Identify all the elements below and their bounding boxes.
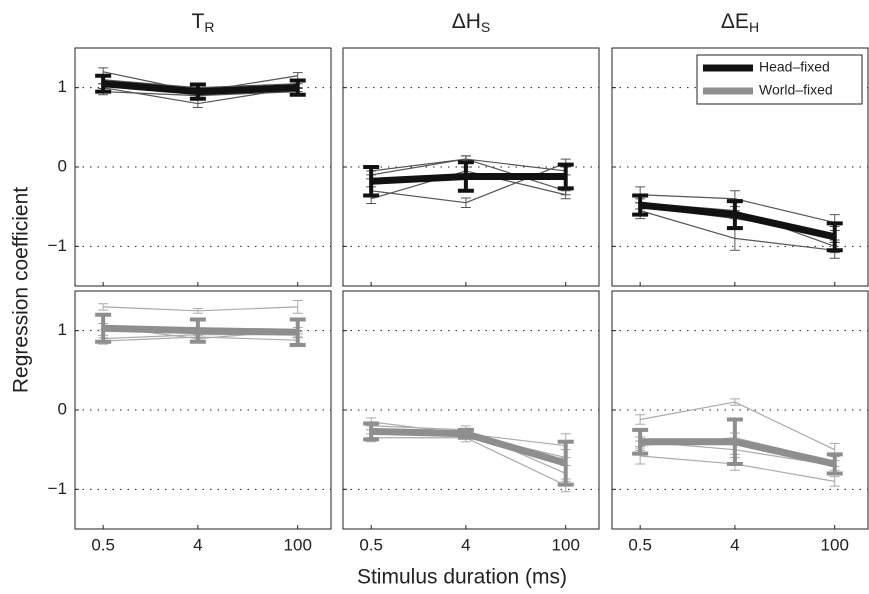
subject-line — [640, 194, 835, 224]
x-tick-label: 4 — [730, 535, 739, 554]
mean-line — [102, 80, 298, 96]
title-sub: R — [204, 19, 214, 35]
error-bar — [635, 414, 646, 425]
mean-line — [371, 427, 567, 467]
y-tick-label: 1 — [58, 77, 67, 96]
error-bar — [98, 303, 109, 311]
x-tick-label: 0.5 — [628, 535, 652, 554]
error-bar — [826, 452, 843, 476]
title-sub: S — [481, 19, 490, 35]
panel-title: ΔEH — [721, 10, 759, 35]
title-main: T — [192, 10, 205, 33]
x-axis-label: Stimulus duration (ms) — [357, 566, 567, 589]
subject-line — [640, 401, 835, 451]
error-bar — [829, 476, 840, 487]
title-main: ΔE — [721, 10, 749, 33]
x-tick-label: 100 — [821, 535, 849, 554]
x-tick-label: 0.5 — [359, 535, 383, 554]
mean-line — [640, 438, 836, 468]
y-tick-label: −1 — [48, 479, 67, 498]
x-tick-label: 100 — [552, 535, 580, 554]
mean-line — [370, 173, 566, 185]
y-tick-label: −1 — [48, 236, 67, 255]
y-tick-label: 0 — [58, 399, 67, 418]
legend-label: World–fixed — [759, 82, 833, 98]
legend-box — [696, 54, 863, 105]
x-tick-label: 4 — [193, 535, 202, 554]
subject-line — [639, 210, 835, 251]
mean-line — [639, 201, 836, 241]
x-tick-label: 4 — [461, 535, 470, 554]
subject-line — [371, 437, 566, 486]
error-bar — [826, 221, 843, 253]
y-tick-label: 1 — [58, 320, 67, 339]
panel-title: TR — [192, 10, 215, 35]
title-sub: H — [749, 19, 759, 35]
error-bar — [95, 312, 112, 344]
x-tick-label: 100 — [284, 535, 312, 554]
error-bar — [289, 317, 306, 347]
error-bar — [292, 300, 303, 314]
legend-label: Head–fixed — [759, 59, 830, 75]
subject-line — [371, 158, 566, 192]
subject-line — [103, 306, 298, 312]
mean-line — [103, 324, 298, 336]
x-tick-label: 0.5 — [91, 535, 115, 554]
y-tick-label: 0 — [58, 156, 67, 175]
title-main: ΔH — [452, 10, 481, 33]
panel-title: ΔHS — [452, 10, 491, 35]
y-axis-label: Regression coefficient — [10, 187, 33, 393]
